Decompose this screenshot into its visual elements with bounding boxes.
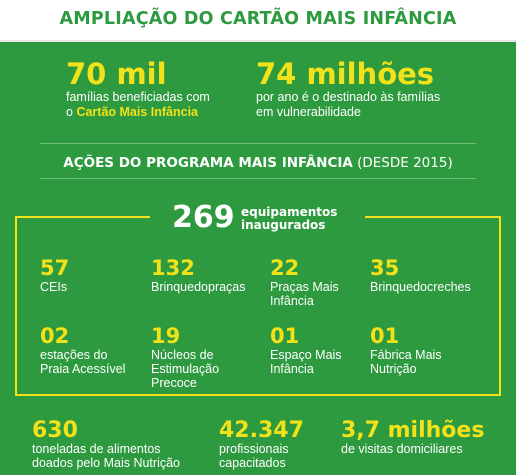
divider-bottom xyxy=(40,178,476,179)
families-description-line1: famílias beneficiadas com xyxy=(66,90,210,104)
professionals-count: 42.347 xyxy=(219,418,304,443)
divider-top xyxy=(40,143,476,144)
section-title-light: (DESDE 2015) xyxy=(352,155,453,171)
praia-acessivel-line2: Praia Acessível xyxy=(40,362,126,376)
equipment-total-label-line2: inaugurados xyxy=(241,218,326,232)
nucleos-count: 19 xyxy=(151,324,181,348)
nucleos-line1: Núcleos de xyxy=(151,348,214,362)
page-title: AMPLIAÇÃO DO CARTÃO MAIS INFÂNCIA xyxy=(59,9,457,29)
equipment-total-label: equipamentos inaugurados xyxy=(241,206,337,232)
home-visits-count: 3,7 milhões xyxy=(341,418,485,443)
fabrica-line2: Nutrição xyxy=(370,362,417,376)
fabrica-label: Fábrica Mais Nutrição xyxy=(370,348,442,376)
equipment-total: 269 xyxy=(172,200,235,235)
pracas-count: 22 xyxy=(270,256,300,280)
equipment-box-gap xyxy=(150,210,365,224)
families-description-prefix: o xyxy=(66,105,77,119)
brinquedocreches-label: Brinquedocreches xyxy=(370,280,471,294)
pracas-label: Praças Mais Infância xyxy=(270,280,339,308)
title-banner: AMPLIAÇÃO DO CARTÃO MAIS INFÂNCIA xyxy=(0,0,516,42)
espaco-count: 01 xyxy=(270,324,300,348)
equipment-total-label-line1: equipamentos xyxy=(241,205,338,219)
praia-acessivel-line1: estações do xyxy=(40,348,108,362)
food-tons-label: toneladas de alimentos doados pelo Mais … xyxy=(32,442,180,470)
espaco-line2: Infância xyxy=(270,362,314,376)
pracas-label-line2: Infância xyxy=(270,294,314,308)
home-visits-label: de visitas domiciliares xyxy=(341,442,463,456)
program-name-highlight: Cartão Mais Infância xyxy=(76,105,199,119)
section-title-bold: AÇÕES DO PROGRAMA MAIS INFÂNCIA xyxy=(63,155,353,171)
section-title: AÇÕES DO PROGRAMA MAIS INFÂNCIA (DESDE 2… xyxy=(0,155,516,171)
nucleos-line2: Estimulação xyxy=(151,362,220,376)
food-tons-line1: toneladas de alimentos xyxy=(32,442,161,456)
professionals-line1: profissionais xyxy=(219,442,289,456)
families-count: 70 mil xyxy=(66,57,167,91)
ceis-count: 57 xyxy=(40,256,70,280)
fabrica-count: 01 xyxy=(370,324,400,348)
nucleos-line3: Precoce xyxy=(151,376,197,390)
espaco-line1: Espaço Mais xyxy=(270,348,342,362)
families-description: famílias beneficiadas com o Cartão Mais … xyxy=(66,90,210,120)
food-tons-line2: doados pelo Mais Nutrição xyxy=(32,456,180,470)
annual-amount: 74 milhões xyxy=(256,57,435,91)
food-tons-count: 630 xyxy=(32,418,78,443)
annual-amount-description: por ano é o destinado às famílias em vul… xyxy=(256,90,440,120)
brinquedopracas-count: 132 xyxy=(151,256,195,280)
annual-amount-line1: por ano é o destinado às famílias xyxy=(256,90,441,104)
pracas-label-line1: Praças Mais xyxy=(270,280,339,294)
praia-acessivel-label: estações do Praia Acessível xyxy=(40,348,125,376)
brinquedocreches-count: 35 xyxy=(370,256,400,280)
espaco-label: Espaço Mais Infância xyxy=(270,348,342,376)
professionals-line2: capacitados xyxy=(219,456,286,470)
ceis-label: CEIs xyxy=(40,280,68,294)
professionals-label: profissionais capacitados xyxy=(219,442,288,470)
brinquedopracas-label: Brinquedopraças xyxy=(151,280,246,294)
nucleos-label: Núcleos de Estimulação Precoce xyxy=(151,348,219,390)
praia-acessivel-count: 02 xyxy=(40,324,70,348)
fabrica-line1: Fábrica Mais xyxy=(370,348,442,362)
annual-amount-line2: em vulnerabilidade xyxy=(256,105,361,119)
